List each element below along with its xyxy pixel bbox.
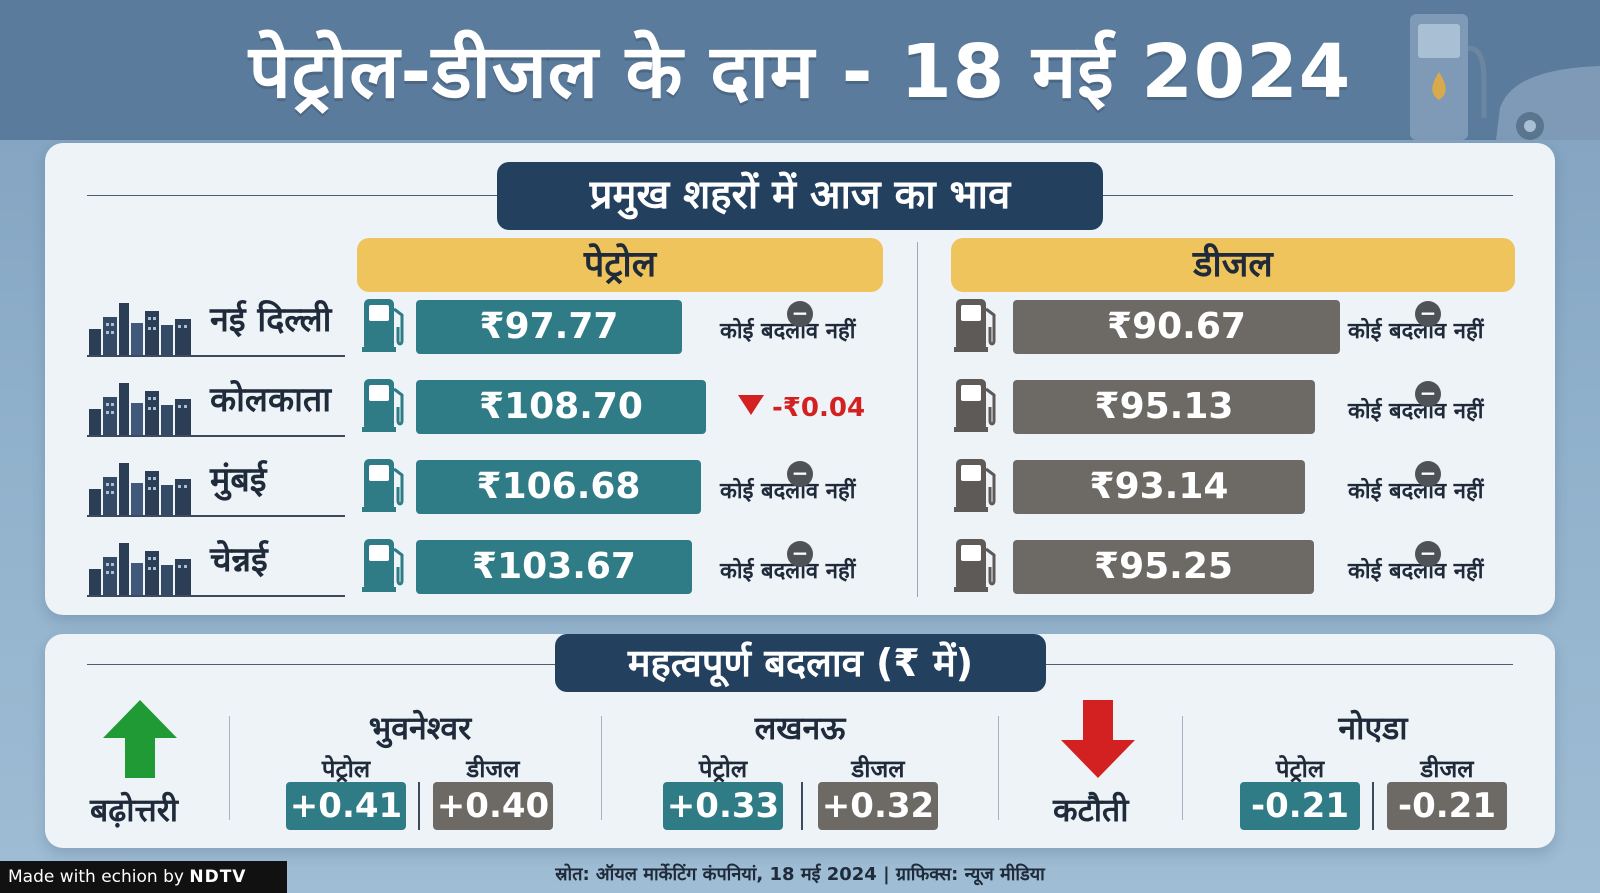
city-row: मुंबई ₹106.68 − कोई बदलाव नहीं ₹93.14 − को… (0, 453, 1600, 523)
value-separator (801, 782, 803, 830)
city-row: चेन्नई ₹103.67 − कोई बदलाव नहीं ₹95.25 − क… (0, 533, 1600, 603)
petrol-price: ₹103.67 (416, 540, 692, 594)
diesel-status: − कोई बदलाव नहीं (1348, 381, 1484, 425)
change-petrol-label: पेट्रोल (321, 755, 371, 783)
fuel-pump-icon (360, 455, 410, 513)
increase-label: बढ़ोत्तरी (90, 791, 179, 829)
source-credit: स्रोत: ऑयल मार्केटिंग कंपनियां, 18 मई 20… (555, 864, 1045, 885)
fuel-pump-icon (360, 535, 410, 593)
change-city-name: लखनऊ (754, 709, 846, 747)
diesel-column-heading: डीजल (951, 238, 1515, 292)
no-change-icon: − (1415, 541, 1441, 567)
section-title-city-prices: प्रमुख शहरों में आज का भाव (497, 162, 1103, 230)
fuel-pump-icon (360, 375, 410, 433)
city-row: कोलकाता ₹108.70 -₹0.04 ₹95.13 − कोई बदलाव… (0, 373, 1600, 443)
petrol-status-text: कोई बदलाव नहीं (720, 319, 856, 344)
change-city-name: नोएडा (1338, 709, 1408, 747)
petrol-status: − कोई बदलाव नहीं (720, 461, 856, 505)
change-petrol-label: पेट्रोल (1275, 755, 1325, 783)
change-diesel-value: -0.21 (1387, 782, 1507, 830)
petrol-price: ₹108.70 (416, 380, 706, 434)
separator (601, 716, 602, 820)
city-underline (87, 355, 345, 357)
city-name: मुंबई (210, 460, 267, 500)
city-skyline-icon (87, 375, 197, 435)
fuel-pump-icon (952, 455, 1002, 513)
change-diesel-label: डीजल (466, 755, 520, 783)
value-separator (418, 782, 420, 830)
change-diesel-value: +0.40 (433, 782, 553, 830)
value-separator (1372, 782, 1374, 830)
petrol-column-heading: पेट्रोल (357, 238, 883, 292)
separator (229, 716, 230, 820)
diesel-status-text: कोई बदलाव नहीं (1348, 399, 1484, 424)
no-change-icon: − (1415, 461, 1441, 487)
fuel-station-car-icon (1410, 14, 1600, 140)
diesel-status: − कोई बदलाव नहीं (1348, 301, 1484, 345)
petrol-change-value: -₹0.04 (772, 393, 866, 423)
fuel-pump-icon (360, 295, 410, 353)
diesel-status-text: कोई बदलाव नहीं (1348, 479, 1484, 504)
change-diesel-label: डीजल (1420, 755, 1474, 783)
city-skyline-icon (87, 295, 197, 355)
change-diesel-value: +0.32 (818, 782, 938, 830)
made-with-badge[interactable]: Made with echion by NDTV (0, 861, 287, 893)
no-change-icon: − (1415, 301, 1441, 327)
petrol-change-indicator: -₹0.04 (738, 393, 865, 423)
up-arrow-icon (103, 700, 177, 778)
no-change-icon: − (787, 461, 813, 487)
page-title: पेट्रोल-डीजल के दाम - 18 मई 2024 (248, 29, 1352, 115)
city-row: नई दिल्ली ₹97.77 − कोई बदलाव नहीं ₹90.67 … (0, 293, 1600, 363)
diesel-price: ₹90.67 (1013, 300, 1340, 354)
made-with-by: by (163, 867, 184, 887)
down-triangle-icon (738, 395, 764, 415)
petrol-price: ₹106.68 (416, 460, 701, 514)
change-petrol-label: पेट्रोल (698, 755, 748, 783)
change-petrol-value: -0.21 (1240, 782, 1360, 830)
city-name: कोलकाता (210, 380, 332, 420)
diesel-price: ₹95.13 (1013, 380, 1315, 434)
no-change-icon: − (1415, 381, 1441, 407)
city-underline (87, 515, 345, 517)
change-petrol-value: +0.41 (286, 782, 406, 830)
no-change-icon: − (787, 301, 813, 327)
city-underline (87, 595, 345, 597)
petrol-status-text: कोई बदलाव नहीं (720, 479, 856, 504)
fuel-pump-icon (952, 535, 1002, 593)
change-diesel-label: डीजल (851, 755, 905, 783)
city-name: चेन्नई (210, 540, 268, 580)
city-skyline-icon (87, 455, 197, 515)
no-change-icon: − (787, 541, 813, 567)
petrol-status: − कोई बदलाव नहीं (720, 301, 856, 345)
change-petrol-value: +0.33 (663, 782, 783, 830)
city-name: नई दिल्ली (210, 300, 332, 340)
down-arrow-icon (1061, 700, 1135, 778)
diesel-status: − कोई बदलाव नहीं (1348, 541, 1484, 585)
section-title-changes: महत्वपूर्ण बदलाव (₹ में) (555, 634, 1046, 692)
decrease-label: कटौती (1053, 791, 1129, 829)
made-with-org: NDTV (189, 867, 247, 887)
header-banner: पेट्रोल-डीजल के दाम - 18 मई 2024 (0, 0, 1600, 140)
fuel-pump-icon (952, 375, 1002, 433)
petrol-status: − कोई बदलाव नहीं (720, 541, 856, 585)
city-skyline-icon (87, 535, 197, 595)
made-with-brand: echion (101, 867, 158, 887)
diesel-status-text: कोई बदलाव नहीं (1348, 319, 1484, 344)
diesel-status-text: कोई बदलाव नहीं (1348, 559, 1484, 584)
city-underline (87, 435, 345, 437)
change-city-name: भुवनेश्वर (368, 709, 472, 747)
petrol-status-text: कोई बदलाव नहीं (720, 559, 856, 584)
diesel-status: − कोई बदलाव नहीं (1348, 461, 1484, 505)
separator (1182, 716, 1183, 820)
diesel-price: ₹93.14 (1013, 460, 1305, 514)
made-with-prefix: Made with (8, 867, 96, 887)
petrol-price: ₹97.77 (416, 300, 682, 354)
diesel-price: ₹95.25 (1013, 540, 1314, 594)
column-divider (917, 242, 918, 597)
separator (998, 716, 999, 820)
fuel-pump-icon (952, 295, 1002, 353)
